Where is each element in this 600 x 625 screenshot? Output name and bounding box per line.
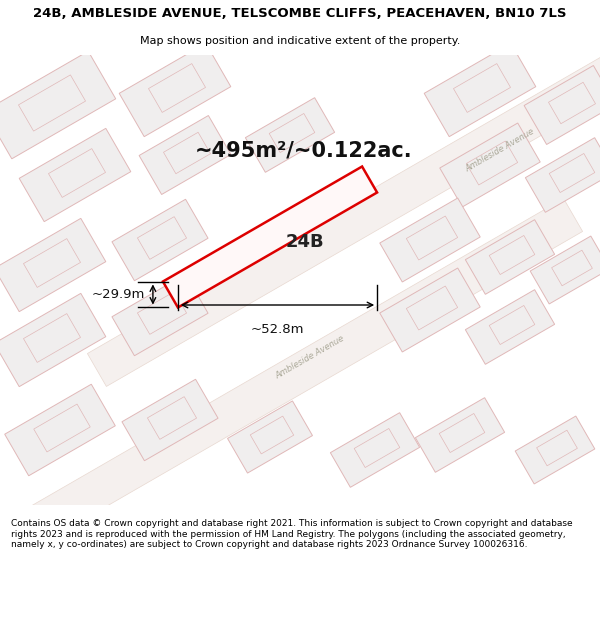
Polygon shape [19,75,86,131]
Polygon shape [163,132,211,174]
Text: ~495m²/~0.122ac.: ~495m²/~0.122ac. [195,140,413,160]
Polygon shape [269,114,315,152]
Polygon shape [0,218,106,312]
Polygon shape [112,274,208,356]
Polygon shape [440,123,540,207]
Polygon shape [23,314,80,362]
Text: 24B: 24B [286,233,325,251]
Polygon shape [466,289,554,364]
Polygon shape [137,292,187,334]
Polygon shape [548,82,596,124]
Text: Contains OS data © Crown copyright and database right 2021. This information is : Contains OS data © Crown copyright and d… [11,519,572,549]
Polygon shape [415,398,505,472]
Polygon shape [380,268,480,352]
Polygon shape [536,430,577,466]
Polygon shape [0,199,583,581]
Polygon shape [88,4,600,386]
Polygon shape [549,154,595,192]
Polygon shape [466,141,518,185]
Text: ~52.8m: ~52.8m [251,323,304,336]
Polygon shape [551,250,592,286]
Text: Map shows position and indicative extent of the property.: Map shows position and indicative extent… [140,36,460,46]
Polygon shape [163,166,377,308]
Polygon shape [119,43,231,137]
Polygon shape [49,149,106,198]
Polygon shape [466,219,554,294]
Polygon shape [245,98,335,172]
Polygon shape [454,64,511,112]
Polygon shape [406,286,458,330]
Polygon shape [331,412,419,488]
Polygon shape [524,66,600,144]
Polygon shape [0,51,116,159]
Text: 24B, AMBLESIDE AVENUE, TELSCOMBE CLIFFS, PEACEHAVEN, BN10 7LS: 24B, AMBLESIDE AVENUE, TELSCOMBE CLIFFS,… [33,8,567,20]
Polygon shape [19,128,131,222]
Polygon shape [489,236,535,274]
Polygon shape [526,138,600,212]
Polygon shape [354,429,400,468]
Polygon shape [0,293,106,387]
Polygon shape [5,384,115,476]
Polygon shape [380,198,480,282]
Polygon shape [139,116,231,194]
Text: Ambleside Avenue: Ambleside Avenue [274,334,346,381]
Polygon shape [489,306,535,344]
Polygon shape [148,397,197,439]
Text: ~29.9m: ~29.9m [92,288,145,301]
Polygon shape [515,416,595,484]
Polygon shape [424,43,536,137]
Polygon shape [23,239,80,288]
Polygon shape [406,216,458,260]
Polygon shape [250,416,294,454]
Polygon shape [112,199,208,281]
Polygon shape [34,404,90,452]
Polygon shape [137,217,187,259]
Polygon shape [439,414,485,452]
Polygon shape [148,64,206,112]
Text: Ambleside Avenue: Ambleside Avenue [464,127,536,173]
Polygon shape [227,401,313,473]
Polygon shape [530,236,600,304]
Polygon shape [122,379,218,461]
